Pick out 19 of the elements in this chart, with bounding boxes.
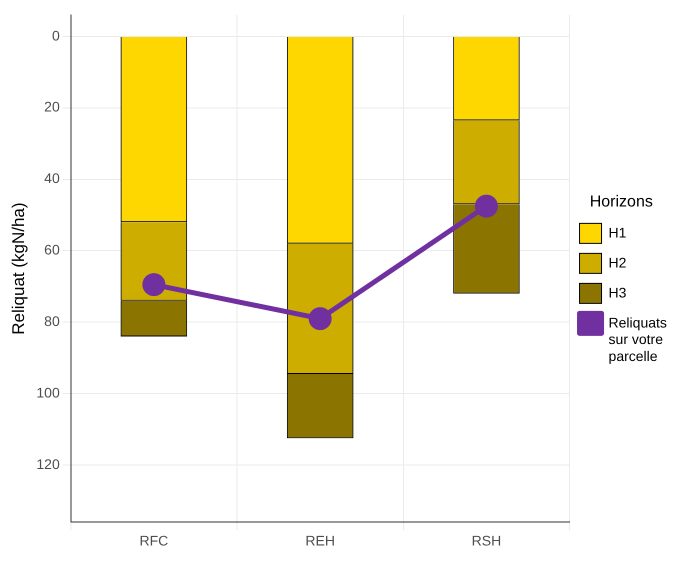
y-axis-title: Reliquat (kgN/ha) bbox=[8, 202, 28, 335]
y-tick-label: 120 bbox=[36, 456, 60, 472]
point bbox=[308, 307, 332, 330]
point bbox=[474, 194, 498, 218]
legend-title: Horizons bbox=[590, 194, 653, 211]
legend-label: H2 bbox=[608, 254, 627, 270]
x-tick-label: REH bbox=[305, 532, 335, 548]
legend-label: Reliquats sur votre parcelle bbox=[608, 314, 667, 364]
y-tick-label: 80 bbox=[44, 313, 60, 330]
y-tick-label: 60 bbox=[44, 242, 60, 258]
x-tick-label: RFC bbox=[140, 532, 168, 548]
legend-label: H3 bbox=[608, 284, 627, 300]
x-tick-label: RSH bbox=[472, 532, 502, 548]
y-tick-label: 20 bbox=[44, 98, 60, 115]
point bbox=[142, 273, 166, 296]
legend-label: H1 bbox=[608, 224, 627, 240]
y-tick-label: 0 bbox=[52, 27, 60, 44]
y-tick-label: 100 bbox=[36, 384, 60, 400]
y-tick-label: 40 bbox=[44, 170, 60, 186]
